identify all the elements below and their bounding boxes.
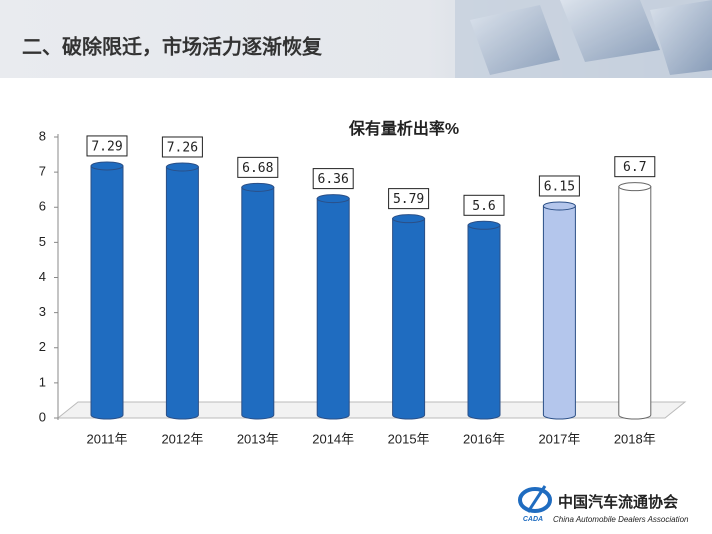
x-tick-label: 2012年 — [161, 431, 203, 446]
logo: CADA 中国汽车流通协会 China Automobile Dealers A… — [518, 485, 689, 524]
bar-top — [392, 214, 426, 224]
value-label-box — [312, 168, 354, 190]
value-label: 7.26 — [167, 140, 198, 155]
bar-top — [542, 201, 576, 211]
logo-cn: 中国汽车流通协会 — [558, 493, 678, 511]
value-label: 5.79 — [393, 192, 424, 207]
value-label: 6.36 — [318, 172, 349, 187]
bar — [392, 218, 426, 420]
y-tick-label: 2 — [39, 339, 46, 354]
x-tick-label: 2015年 — [388, 431, 430, 446]
bar — [467, 224, 501, 420]
x-tick-label: 2014年 — [312, 431, 354, 446]
value-label-box — [86, 135, 128, 157]
y-tick-label: 1 — [39, 374, 46, 389]
value-label: 6.7 — [623, 160, 646, 175]
y-tick-label: 6 — [39, 199, 46, 214]
header-title: 二、破除限迁，市场活力逐渐恢复 — [22, 34, 323, 58]
floor — [56, 401, 687, 419]
y-tick-label: 4 — [39, 269, 46, 284]
bar-top — [316, 194, 350, 204]
header-image — [455, 0, 712, 78]
y-tick-label: 8 — [39, 128, 46, 143]
bar — [542, 205, 576, 420]
x-tick-label: 2017年 — [538, 431, 580, 446]
bar-top — [241, 182, 275, 192]
value-label: 6.68 — [242, 161, 273, 176]
value-label: 5.6 — [472, 199, 495, 214]
y-tick-label: 7 — [39, 164, 46, 179]
value-label-box — [463, 194, 505, 216]
logo-en: China Automobile Dealers Association — [553, 515, 689, 524]
x-tick-label: 2018年 — [614, 431, 656, 446]
bar — [618, 186, 652, 420]
bar-top — [618, 182, 652, 192]
value-label-box — [388, 188, 430, 210]
y-tick-label: 0 — [39, 409, 46, 424]
bar — [316, 198, 350, 420]
logo-abbr: CADA — [523, 516, 543, 523]
bar — [165, 166, 199, 420]
plot: 0 1 2 3 4 5 6 7 8 2011年 7.29 2012年 7.26 2013年 6.68 2014… — [39, 128, 656, 446]
value-label-box — [614, 156, 656, 178]
value-label: 7.29 — [91, 139, 122, 154]
chart-title: 保有量析出率% — [348, 119, 459, 138]
bar-top — [467, 220, 501, 230]
x-tick-label: 2013年 — [237, 431, 279, 446]
value-label-box — [161, 136, 203, 158]
bar — [90, 165, 124, 420]
y-tick-label: 5 — [39, 234, 46, 249]
x-tick-label: 2016年 — [463, 431, 505, 446]
bar — [241, 186, 275, 420]
value-label-box — [237, 156, 279, 178]
value-label-box — [538, 175, 580, 197]
y-tick-label: 3 — [39, 304, 46, 319]
bar-top — [90, 161, 124, 171]
x-tick-label: 2011年 — [87, 431, 128, 446]
value-label: 6.15 — [544, 179, 575, 194]
bar-top — [165, 162, 199, 172]
